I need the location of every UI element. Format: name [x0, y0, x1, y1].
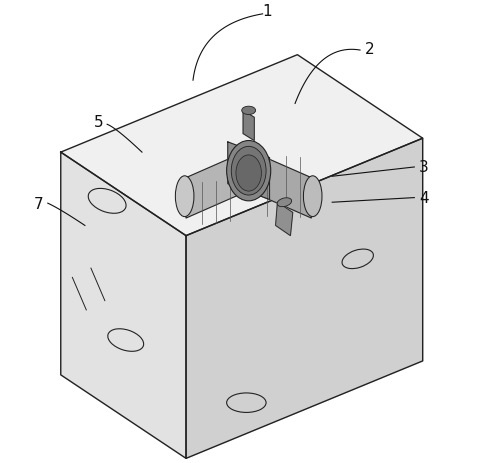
Polygon shape [186, 139, 422, 458]
Polygon shape [242, 111, 254, 141]
Text: 1: 1 [262, 4, 272, 19]
Polygon shape [275, 203, 292, 236]
Polygon shape [186, 152, 246, 219]
Text: 3: 3 [418, 160, 428, 175]
Ellipse shape [241, 107, 255, 115]
Polygon shape [61, 56, 422, 236]
Ellipse shape [231, 147, 266, 195]
Ellipse shape [303, 176, 321, 217]
Polygon shape [61, 153, 186, 458]
Ellipse shape [226, 141, 270, 201]
Text: 4: 4 [418, 191, 428, 206]
Text: 7: 7 [34, 196, 43, 211]
Polygon shape [250, 152, 311, 219]
Ellipse shape [277, 198, 291, 207]
Ellipse shape [175, 176, 193, 217]
Text: 2: 2 [364, 42, 373, 57]
Text: 5: 5 [94, 114, 103, 129]
Ellipse shape [235, 156, 261, 192]
Polygon shape [227, 143, 269, 200]
